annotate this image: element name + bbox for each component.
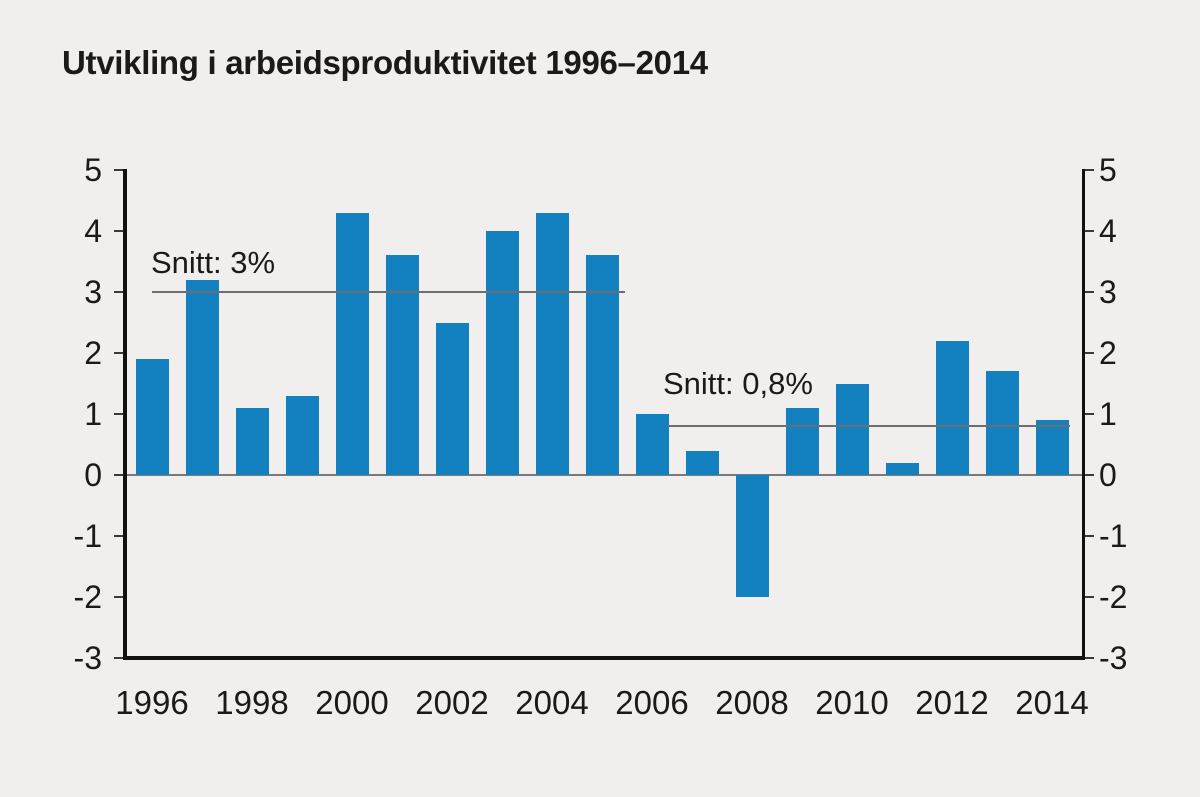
bar-2001 xyxy=(385,255,419,475)
y-tick-label-right: 2 xyxy=(1099,335,1117,371)
y-tick-left xyxy=(114,291,123,293)
bar-2014 xyxy=(1035,420,1069,475)
bar-2012 xyxy=(935,340,969,475)
y-tick-right xyxy=(1085,474,1094,476)
y-tick-label-left: 2 xyxy=(84,335,102,371)
y-tick-label-left: 3 xyxy=(84,274,102,310)
bar-2009 xyxy=(785,407,819,475)
y-tick-right xyxy=(1085,169,1094,171)
x-tick-label: 2006 xyxy=(615,684,689,721)
chart-title: Utvikling i arbeidsproduktivitet 1996–20… xyxy=(62,44,708,81)
bar-2003 xyxy=(485,231,519,475)
bar-2006 xyxy=(635,414,669,475)
y-tick-label-left: 4 xyxy=(84,213,102,249)
zero-gridline xyxy=(126,474,1082,476)
bar-2010 xyxy=(835,383,869,475)
bar-1999 xyxy=(285,395,319,475)
y-tick-label-left: 0 xyxy=(84,457,102,493)
average-label-2: Snitt: 0,8% xyxy=(663,366,813,402)
y-tick-left xyxy=(114,535,123,537)
bar-2004 xyxy=(535,212,569,475)
average-line-1 xyxy=(152,291,625,293)
bar-2011 xyxy=(885,462,919,475)
y-tick-left xyxy=(114,169,123,171)
bar-2013 xyxy=(985,371,1019,475)
y-tick-label-right: 1 xyxy=(1099,396,1117,432)
y-tick-label-right: -2 xyxy=(1099,579,1128,615)
bar-1996 xyxy=(135,359,169,475)
x-tick-label: 2010 xyxy=(815,684,889,721)
y-tick-right xyxy=(1085,230,1094,232)
bar-1997 xyxy=(185,279,219,475)
y-tick-left xyxy=(114,474,123,476)
x-tick-label: 1998 xyxy=(215,684,289,721)
y-tick-left xyxy=(114,596,123,598)
y-tick-label-left: -3 xyxy=(73,640,102,676)
x-tick-label: 2002 xyxy=(415,684,489,721)
average-line-2 xyxy=(667,425,1070,428)
bar-2005 xyxy=(585,255,619,475)
y-tick-label-left: 1 xyxy=(84,396,102,432)
left-axis-line xyxy=(123,169,127,659)
bar-2008 xyxy=(735,475,769,597)
y-tick-label-left: -2 xyxy=(73,579,102,615)
y-tick-left xyxy=(114,352,123,354)
y-tick-label-right: 4 xyxy=(1099,213,1117,249)
y-tick-label-left: 5 xyxy=(84,152,102,188)
y-tick-right xyxy=(1085,596,1094,598)
x-tick-label: 1996 xyxy=(115,684,189,721)
right-axis-line xyxy=(1081,169,1085,659)
x-tick-label: 2008 xyxy=(715,684,789,721)
y-tick-label-right: 5 xyxy=(1099,152,1117,188)
y-tick-right xyxy=(1085,413,1094,415)
y-tick-left xyxy=(114,230,123,232)
y-tick-label-right: -3 xyxy=(1099,640,1128,676)
y-tick-right xyxy=(1085,535,1094,537)
x-tick-label: 2004 xyxy=(515,684,589,721)
average-label-1: Snitt: 3% xyxy=(151,245,276,280)
x-tick-label: 2014 xyxy=(1015,684,1089,721)
bar-2007 xyxy=(685,450,719,475)
x-tick-label: 2000 xyxy=(315,684,389,721)
bar-1998 xyxy=(235,407,269,475)
y-tick-label-right: 3 xyxy=(1099,274,1117,310)
bottom-axis-line xyxy=(123,656,1085,660)
y-tick-right xyxy=(1085,352,1094,354)
x-tick-label: 2012 xyxy=(915,684,989,721)
y-tick-right xyxy=(1085,291,1094,293)
y-tick-left xyxy=(114,413,123,415)
bar-2002 xyxy=(435,322,469,475)
y-tick-right xyxy=(1085,657,1094,659)
y-tick-left xyxy=(114,657,123,659)
y-tick-label-right: 0 xyxy=(1099,457,1117,493)
y-tick-label-right: -1 xyxy=(1099,518,1128,554)
y-tick-label-left: -1 xyxy=(73,518,102,554)
bar-2000 xyxy=(335,212,369,475)
